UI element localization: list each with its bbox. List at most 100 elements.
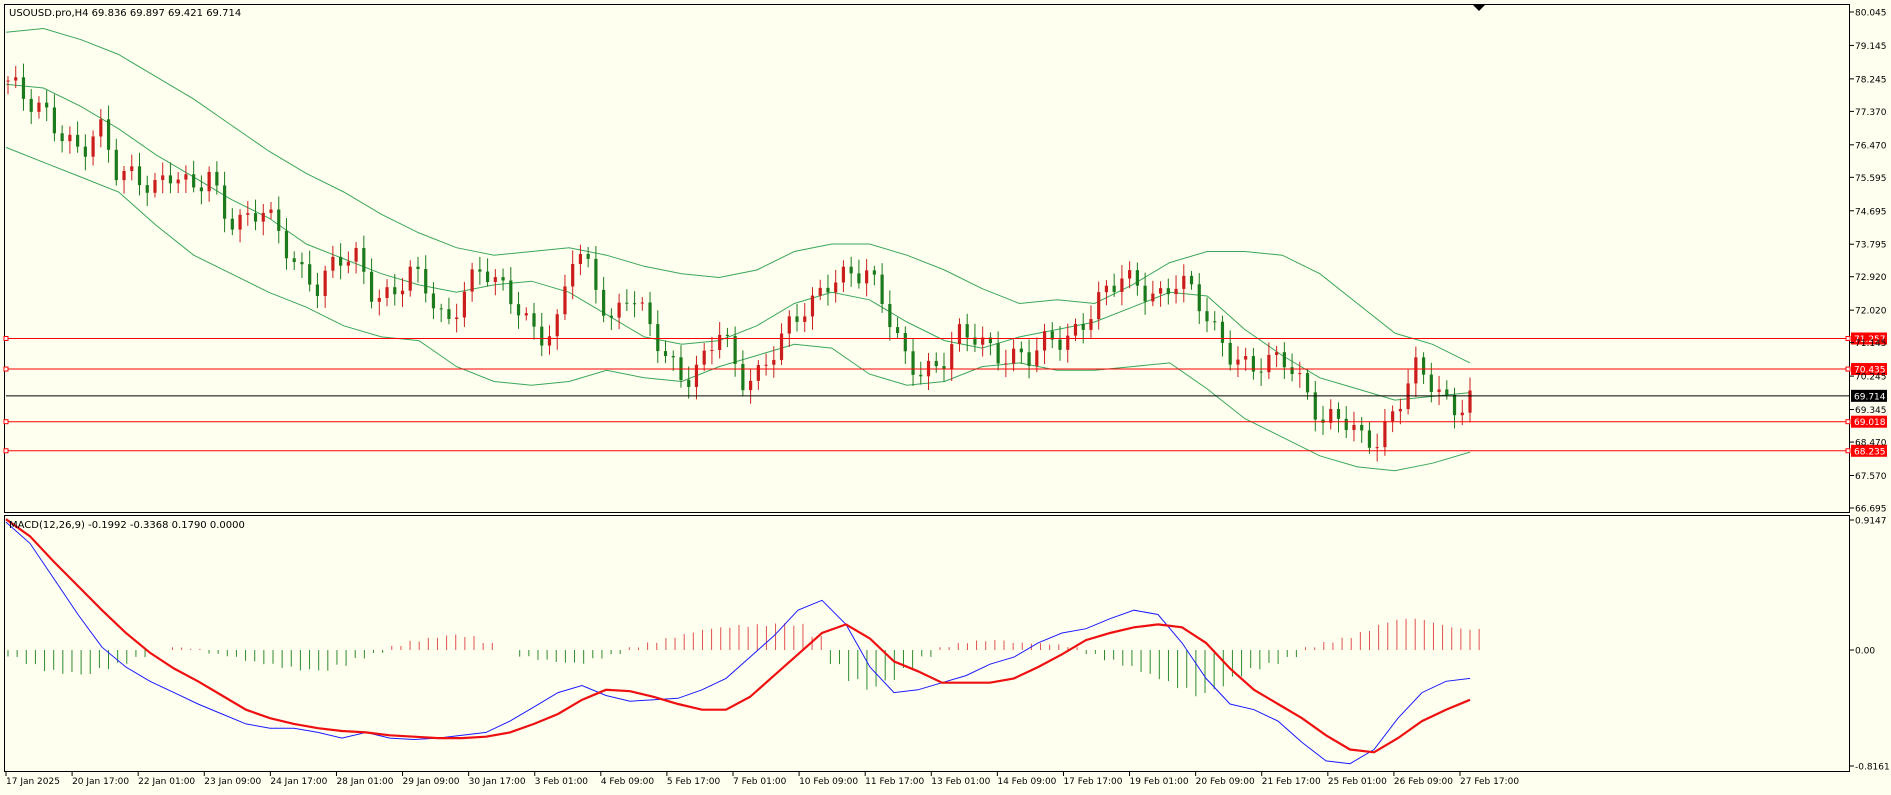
candle-body — [1174, 288, 1178, 295]
macd-panel-frame — [4, 515, 1850, 772]
price-tick-label: 73.795 — [1855, 241, 1887, 251]
candle-body — [895, 327, 900, 333]
candle-body — [393, 287, 397, 295]
time-tick-label: 13 Feb 01:00 — [931, 777, 990, 787]
candle-body — [346, 261, 350, 266]
candle-body — [1213, 321, 1217, 323]
candle-body — [640, 302, 644, 304]
candle-body — [277, 209, 281, 231]
candle-body — [857, 273, 861, 284]
candle-body — [571, 264, 575, 287]
candle-body — [594, 258, 598, 290]
price-tick-label: 77.370 — [1855, 108, 1887, 118]
candle-body — [1290, 367, 1294, 374]
candle-body — [888, 304, 892, 328]
candle-body — [718, 334, 722, 350]
candle-body — [199, 187, 203, 192]
candle-body — [1267, 354, 1271, 373]
candle-body — [973, 337, 977, 345]
candle-body — [68, 134, 72, 142]
candle-body — [1220, 321, 1225, 343]
candle-body — [934, 360, 938, 367]
candle-body — [21, 77, 26, 99]
candle-body — [354, 247, 358, 262]
time-tick-label: 25 Feb 01:00 — [1328, 777, 1387, 787]
candle-body — [1197, 284, 1201, 312]
horizontal-line-label: 68.235 — [1854, 447, 1886, 457]
candle-body — [1313, 392, 1317, 420]
candle-body — [1452, 394, 1457, 416]
chart-title: USOUSD.pro,H4 69.836 69.897 69.421 69.71… — [9, 8, 241, 19]
horizontal-lines[interactable]: 71.257 70.435 69.018 68.235 69.714 — [3, 332, 1887, 458]
candle-body — [741, 363, 745, 391]
time-tick-label: 24 Jan 17:00 — [270, 777, 327, 787]
horizontal-line-handle — [3, 419, 9, 425]
horizontal-line-label: 70.435 — [1854, 366, 1886, 376]
candle-body — [284, 230, 289, 259]
candle-body — [1104, 285, 1109, 293]
candle-body — [1445, 389, 1449, 395]
candle-body — [83, 146, 87, 157]
candle-body — [501, 277, 505, 281]
horizontal-line-label: 71.257 — [1854, 335, 1886, 345]
candle-body — [308, 264, 312, 285]
candle-body — [749, 380, 753, 391]
candle-body — [29, 98, 33, 112]
candle-body — [648, 302, 652, 325]
candle-body — [1027, 352, 1031, 366]
candle-body — [950, 344, 954, 370]
horizontal-line-handle — [1845, 419, 1851, 425]
candle-body — [532, 313, 536, 327]
candle-body — [1128, 270, 1132, 279]
candle-body — [339, 256, 343, 266]
candle-body — [733, 335, 737, 364]
candle-body — [524, 313, 528, 316]
candle-body — [1336, 409, 1341, 419]
candle-body — [1329, 409, 1333, 423]
price-tick-label: 66.695 — [1855, 505, 1887, 515]
horizontal-line-handle — [3, 366, 9, 372]
candle-body — [919, 374, 923, 377]
candle-body — [60, 133, 64, 142]
candle-body — [1135, 270, 1139, 286]
candle-body — [300, 262, 304, 265]
candle-body — [408, 266, 412, 291]
candle-body — [114, 149, 118, 181]
candle-body — [1360, 424, 1364, 431]
price-tick-label: 74.695 — [1855, 207, 1887, 217]
candle-body — [222, 185, 227, 219]
time-tick-label: 14 Feb 09:00 — [997, 777, 1056, 787]
candle-body — [803, 316, 807, 322]
chart-shift-marker-icon[interactable] — [1473, 5, 1485, 11]
time-tick-label: 4 Feb 09:00 — [601, 777, 655, 787]
candle-body — [1143, 285, 1147, 302]
candle-body — [1437, 389, 1441, 392]
candle-body — [772, 359, 776, 365]
candle-body — [911, 351, 915, 375]
macd-tick-label: 0.9147 — [1855, 517, 1887, 527]
candle-body — [1321, 419, 1325, 423]
candle-body — [779, 333, 784, 360]
price-panel-frame — [4, 4, 1850, 513]
candle-body — [617, 302, 621, 318]
candle-body — [184, 174, 188, 180]
candle-body — [1012, 348, 1016, 364]
candle-body — [1421, 357, 1426, 375]
candle-body — [687, 379, 691, 387]
candle-body — [1236, 359, 1240, 365]
candle-body — [602, 289, 606, 316]
time-tick-label: 5 Feb 17:00 — [667, 777, 721, 787]
horizontal-line-label-bg — [1851, 363, 1887, 376]
candle-body — [1151, 293, 1155, 302]
candle-body — [230, 218, 234, 230]
candle-body — [1112, 285, 1116, 292]
candle-body — [1414, 357, 1418, 384]
candle-body — [168, 175, 173, 184]
time-axis: 17 Jan 2025 20 Jan 17:00 22 Jan 01:00 23 Ja… — [5, 772, 1519, 787]
candle-body — [872, 270, 876, 275]
candle-body — [1097, 292, 1101, 320]
time-tick-label: 20 Feb 09:00 — [1196, 777, 1255, 787]
horizontal-line-label: 69.018 — [1854, 418, 1886, 428]
